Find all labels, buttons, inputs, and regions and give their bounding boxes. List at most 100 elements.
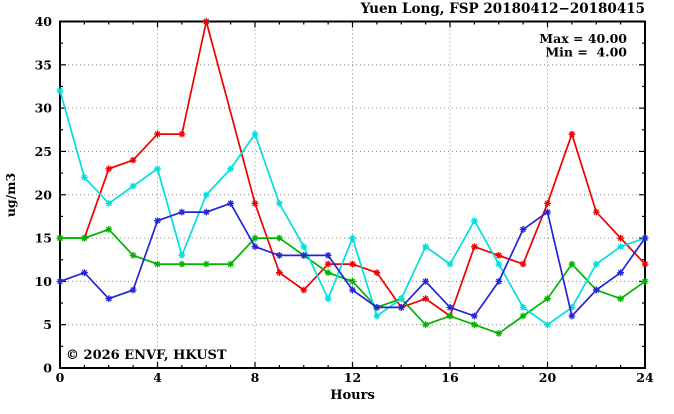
series-green-marker — [495, 329, 503, 337]
series-cyan — [56, 87, 649, 329]
series-blue-marker — [373, 303, 381, 311]
y-tick-label: 40 — [35, 14, 53, 29]
series-blue-marker — [251, 243, 259, 251]
series-cyan-marker — [544, 321, 551, 329]
series-cyan-marker — [495, 260, 503, 268]
series-cyan-marker — [227, 165, 235, 173]
series-blue-marker — [617, 269, 624, 277]
series-red-marker — [373, 269, 381, 277]
series-cyan-marker — [397, 295, 405, 303]
series-red-marker — [324, 260, 332, 268]
series-cyan-marker — [617, 243, 624, 251]
series-red-marker — [617, 234, 624, 242]
y-tick-label: 25 — [35, 144, 52, 159]
x-axis-label: Hours — [330, 388, 375, 403]
series-blue-marker — [592, 286, 600, 294]
series-green-marker — [568, 260, 576, 268]
series-red-marker — [568, 130, 576, 138]
series-cyan-marker — [300, 243, 308, 251]
chart-title: Yuen Long, FSP 20180412−20180415 — [360, 1, 645, 17]
series-blue-marker — [81, 269, 88, 277]
series-cyan-marker — [129, 182, 137, 190]
series-cyan-marker — [202, 191, 210, 199]
series-green-marker — [470, 321, 478, 329]
series-green-marker — [349, 277, 356, 285]
watermark: © 2026 ENVF, HKUST — [66, 348, 227, 363]
series-cyan-marker — [275, 199, 283, 207]
series-blue-marker — [324, 251, 332, 259]
y-tick-label: 15 — [35, 231, 52, 246]
series-cyan-marker — [105, 199, 113, 207]
series-red-marker — [641, 260, 649, 268]
series-cyan-marker — [349, 234, 356, 242]
series-cyan-marker — [154, 165, 161, 173]
series-green-marker — [154, 260, 161, 268]
series-green-marker — [617, 295, 624, 303]
series-blue-marker — [446, 303, 454, 311]
series-blue-marker — [275, 251, 283, 259]
series-blue-marker — [300, 251, 308, 259]
series-blue-marker — [105, 295, 113, 303]
y-axis-label: ug/m3 — [3, 173, 18, 217]
series-blue-marker — [178, 208, 186, 216]
x-tick-label: 4 — [153, 370, 162, 385]
series-red-marker — [519, 260, 527, 268]
series-red-marker — [202, 18, 210, 25]
series-blue-marker — [349, 286, 356, 294]
series-blue-marker — [470, 312, 478, 320]
series-cyan-marker — [470, 217, 478, 225]
series-green-marker — [81, 234, 88, 242]
series-red-marker — [129, 156, 137, 164]
series-green-marker — [422, 321, 430, 329]
series-cyan-marker — [373, 312, 381, 320]
series-green-marker — [324, 269, 332, 277]
y-tick-label: 30 — [35, 101, 53, 116]
series-cyan-marker — [178, 251, 186, 259]
series-cyan-marker — [251, 130, 259, 138]
series-red-marker — [422, 295, 430, 303]
annotation-min: Min = 4.00 — [545, 45, 627, 60]
series-cyan-marker — [446, 260, 454, 268]
series-blue — [56, 199, 649, 320]
series-red-marker — [495, 251, 503, 259]
series-cyan-marker — [592, 260, 600, 268]
y-tick-label: 0 — [43, 361, 52, 376]
series-blue-marker — [519, 225, 527, 233]
series-green-marker — [56, 234, 64, 242]
series-blue-marker — [56, 277, 64, 285]
series-cyan-marker — [56, 87, 64, 95]
series-red-marker — [592, 208, 600, 216]
series-blue-marker — [154, 217, 161, 225]
x-tick-label: 12 — [344, 370, 361, 385]
y-tick-label: 10 — [35, 274, 53, 289]
series-red-marker — [251, 199, 259, 207]
series-red-marker — [300, 286, 308, 294]
series-green-marker — [446, 312, 454, 320]
series-blue-marker — [422, 277, 430, 285]
series-blue-marker — [129, 286, 137, 294]
series-blue-marker — [568, 312, 576, 320]
tick-marks — [59, 20, 646, 369]
series-red-marker — [470, 243, 478, 251]
x-tick-label: 24 — [636, 370, 654, 385]
series-red-marker — [154, 130, 161, 138]
series-cyan-marker — [568, 303, 576, 311]
series-red-marker — [105, 165, 113, 173]
series-blue-marker — [544, 208, 551, 216]
series-green-marker — [105, 225, 113, 233]
series-blue-marker — [397, 303, 405, 311]
series-red-marker — [349, 260, 356, 268]
x-tick-label: 20 — [539, 370, 557, 385]
series-green-marker — [519, 312, 527, 320]
series-green-marker — [251, 234, 259, 242]
series-green-marker — [202, 260, 210, 268]
x-tick-label: 8 — [251, 370, 260, 385]
series-red-marker — [178, 130, 186, 138]
series-red-line — [60, 21, 646, 318]
series-blue-marker — [641, 234, 649, 242]
series-blue-marker — [495, 277, 503, 285]
series-blue-marker — [227, 199, 235, 207]
